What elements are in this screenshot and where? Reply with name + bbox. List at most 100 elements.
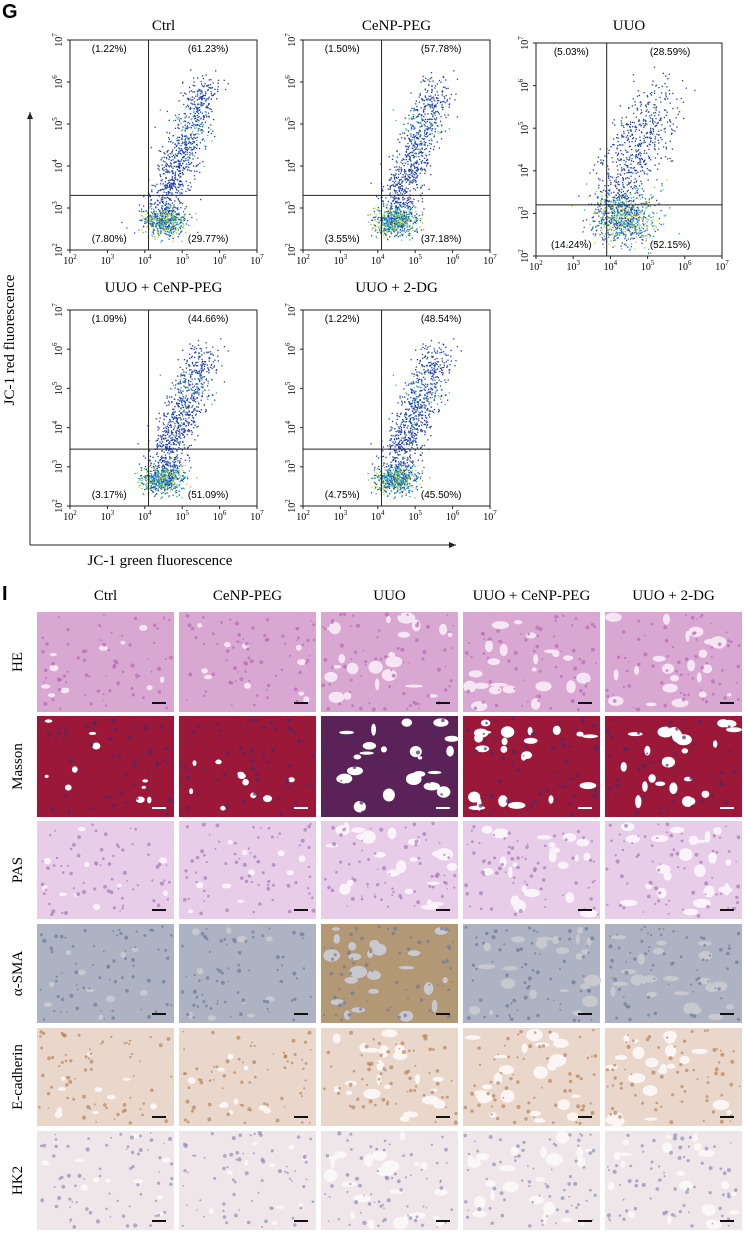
dot (405, 204, 406, 205)
dot (632, 154, 633, 155)
dot (151, 191, 152, 192)
dot (182, 369, 183, 370)
dot (394, 203, 395, 204)
dot (184, 113, 185, 114)
dot (165, 435, 166, 436)
dot (160, 151, 161, 152)
dot (409, 218, 410, 219)
dot (391, 203, 392, 204)
dot (146, 220, 147, 221)
dot (168, 227, 169, 228)
flow-plot: UUO(5.03%)(28.59%)(14.24%)(52.15%)102102… (517, 18, 729, 273)
dot (401, 223, 402, 224)
dot (383, 201, 384, 202)
dot (176, 224, 177, 225)
dot (449, 98, 450, 99)
dot (182, 393, 183, 394)
tick-exponent: 7 (260, 253, 264, 261)
dot (605, 190, 606, 191)
dot (181, 422, 182, 423)
dot (207, 364, 208, 365)
dot (600, 201, 601, 202)
dot (645, 121, 646, 122)
dot (192, 99, 193, 100)
dot (184, 214, 185, 215)
dot (623, 233, 624, 234)
dot (620, 230, 621, 231)
dot (431, 85, 432, 86)
dot (181, 193, 182, 194)
dot (601, 218, 602, 219)
dot (624, 224, 625, 225)
dot (384, 223, 385, 224)
dot (189, 127, 190, 128)
dot (430, 78, 431, 79)
dot (647, 103, 648, 104)
y-tick-label: 105 (51, 117, 65, 131)
dot (612, 232, 613, 233)
dot (602, 180, 603, 181)
dot (420, 134, 421, 135)
dot (395, 235, 396, 236)
dot (375, 219, 376, 220)
dot (163, 170, 164, 171)
dot (178, 447, 179, 448)
dot (628, 228, 629, 229)
dot (410, 152, 411, 153)
dot (168, 235, 169, 236)
dot (158, 204, 159, 205)
dot (640, 146, 641, 147)
dot (213, 95, 214, 96)
dot (622, 182, 623, 183)
dot (377, 209, 378, 210)
dot (187, 430, 188, 431)
dot (613, 210, 614, 211)
quadrant-label: (37.18%) (421, 234, 462, 245)
dot (627, 138, 628, 139)
dot (385, 218, 386, 219)
dot (199, 104, 200, 105)
dot (644, 125, 645, 126)
dot (142, 216, 143, 217)
dot (195, 389, 196, 390)
dot (181, 497, 182, 498)
dot (660, 120, 661, 121)
dot (212, 131, 213, 132)
dot (612, 216, 613, 217)
dot (610, 208, 611, 209)
dot (217, 356, 218, 357)
dot (432, 133, 433, 134)
dot (427, 121, 428, 122)
dot (445, 130, 446, 131)
dot (409, 181, 410, 182)
dot (424, 100, 425, 101)
dot (599, 211, 600, 212)
dot (631, 223, 632, 224)
dot (162, 201, 163, 202)
dot (421, 118, 422, 119)
y-tick-label: 103 (284, 201, 298, 215)
dot (166, 218, 167, 219)
dot (646, 173, 647, 174)
dot (161, 189, 162, 190)
dot (184, 404, 185, 405)
dot (198, 130, 199, 131)
dot (617, 169, 618, 170)
dot (635, 104, 636, 105)
dot (408, 202, 409, 203)
dot (421, 107, 422, 108)
dot (159, 169, 160, 170)
dot (183, 95, 184, 96)
dot (193, 427, 194, 428)
dot (390, 226, 391, 227)
dot (667, 112, 668, 113)
dot (636, 218, 637, 219)
dot (637, 233, 638, 234)
dot (623, 221, 624, 222)
dot (652, 122, 653, 123)
dot (405, 206, 406, 207)
dot (647, 95, 648, 96)
dot (170, 465, 171, 466)
dot (427, 126, 428, 127)
x-tick-label: 103 (101, 253, 115, 267)
